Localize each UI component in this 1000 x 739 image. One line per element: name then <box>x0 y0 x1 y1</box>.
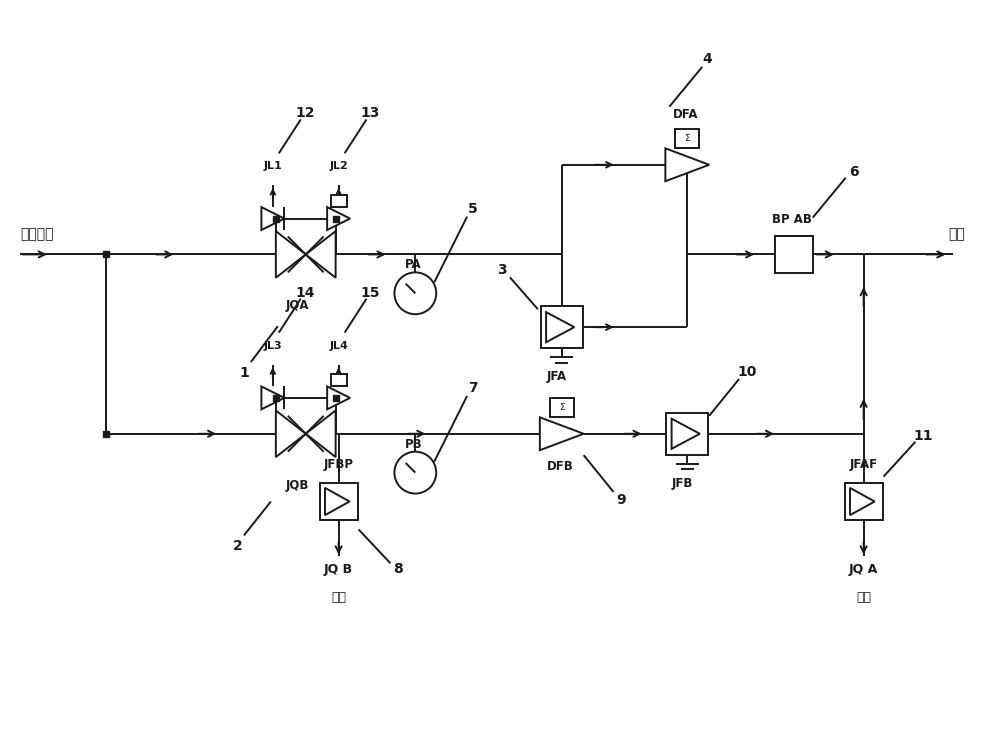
Polygon shape <box>261 386 284 409</box>
Text: 放气: 放气 <box>331 591 346 605</box>
Polygon shape <box>276 231 306 278</box>
FancyBboxPatch shape <box>541 306 583 348</box>
Polygon shape <box>306 231 336 278</box>
Text: DFA: DFA <box>673 108 698 120</box>
Text: DFB: DFB <box>546 460 573 473</box>
Polygon shape <box>540 418 584 450</box>
Text: JL2: JL2 <box>329 161 348 171</box>
Polygon shape <box>850 488 875 515</box>
Text: 6: 6 <box>849 165 858 179</box>
FancyBboxPatch shape <box>550 398 574 418</box>
Text: 供气: 供气 <box>948 228 965 242</box>
Text: Σ: Σ <box>559 403 565 412</box>
Text: 2: 2 <box>233 539 243 554</box>
Polygon shape <box>261 207 284 230</box>
Text: PB: PB <box>405 437 422 451</box>
Polygon shape <box>546 312 574 342</box>
Text: 14: 14 <box>295 286 314 300</box>
Text: JQB: JQB <box>286 479 309 491</box>
Text: 15: 15 <box>361 286 380 300</box>
Text: 3: 3 <box>497 263 507 277</box>
Text: JQ B: JQ B <box>324 563 353 576</box>
Polygon shape <box>327 207 350 230</box>
Polygon shape <box>325 488 350 515</box>
Text: 13: 13 <box>361 106 380 120</box>
Text: 5: 5 <box>468 202 478 216</box>
Text: 放气: 放气 <box>856 591 871 605</box>
Text: JFBP: JFBP <box>324 457 354 471</box>
Text: 9: 9 <box>617 493 626 507</box>
Text: JQ A: JQ A <box>849 563 878 576</box>
Text: 8: 8 <box>394 562 403 576</box>
Text: JL3: JL3 <box>264 341 282 350</box>
FancyBboxPatch shape <box>331 194 347 207</box>
FancyBboxPatch shape <box>331 374 347 386</box>
Text: 12: 12 <box>295 106 314 120</box>
FancyBboxPatch shape <box>666 413 708 454</box>
Text: 10: 10 <box>737 365 757 379</box>
Text: 1: 1 <box>239 366 249 380</box>
Text: JQA: JQA <box>286 299 310 313</box>
Text: PA: PA <box>405 259 422 271</box>
FancyBboxPatch shape <box>320 483 358 520</box>
Text: JL4: JL4 <box>329 341 348 350</box>
Text: JFAF: JFAF <box>850 457 878 471</box>
Polygon shape <box>276 410 306 457</box>
Polygon shape <box>306 410 336 457</box>
FancyBboxPatch shape <box>845 483 883 520</box>
FancyBboxPatch shape <box>775 236 813 273</box>
Text: JFB: JFB <box>672 477 693 490</box>
Text: BP AB: BP AB <box>772 213 812 225</box>
Polygon shape <box>665 149 709 181</box>
Text: Σ: Σ <box>684 134 690 143</box>
Text: JL1: JL1 <box>263 161 282 171</box>
Text: 4: 4 <box>702 52 712 66</box>
Polygon shape <box>672 419 700 449</box>
Text: 7: 7 <box>468 381 478 395</box>
Text: 11: 11 <box>914 429 933 443</box>
Text: JFA: JFA <box>547 370 567 383</box>
Text: 气源进气: 气源进气 <box>20 228 53 242</box>
FancyBboxPatch shape <box>675 129 699 149</box>
Polygon shape <box>327 386 350 409</box>
